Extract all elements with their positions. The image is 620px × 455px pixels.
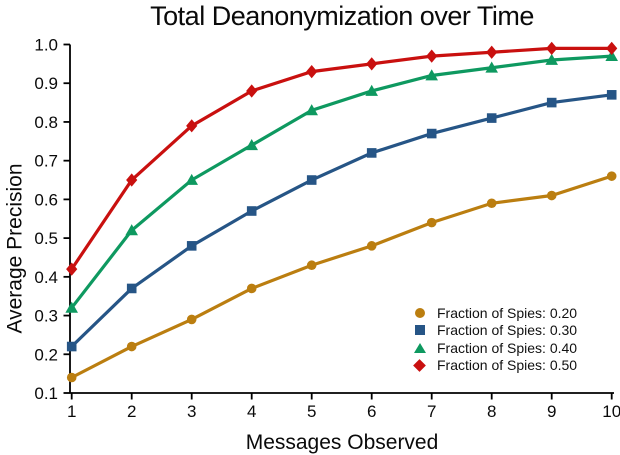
x-axis-label: Messages Observed [245, 431, 439, 454]
x-tick-label: 8 [487, 402, 496, 421]
x-tick-label: 2 [127, 402, 136, 421]
x-tick-label: 3 [187, 402, 196, 421]
y-tick-label: 0.8 [34, 113, 58, 132]
y-tick-label: 0.4 [34, 268, 58, 287]
x-tick-label: 5 [307, 402, 316, 421]
x-tick-label: 10 [602, 402, 620, 421]
y-tick-label: 0.1 [34, 384, 58, 403]
legend: Fraction of Spies: 0.20 Fraction of Spies… [409, 304, 577, 374]
series-line [70, 46, 614, 271]
legend-item: Fraction of Spies: 0.40 [409, 339, 577, 357]
legend-label: Fraction of Spies: 0.40 [437, 339, 578, 356]
legend-item: Fraction of Spies: 0.50 [409, 357, 577, 375]
legend-label: Fraction of Spies: 0.50 [437, 357, 578, 374]
legend-triangle-icon [409, 342, 430, 353]
series-line [70, 174, 614, 380]
x-tick-label: 6 [367, 402, 376, 421]
series-line [70, 54, 614, 310]
y-tick-label: 0.6 [34, 190, 58, 209]
y-tick-label: 0.5 [34, 229, 58, 248]
legend-label: Fraction of Spies: 0.30 [437, 322, 578, 339]
x-tick-label: 4 [247, 402, 256, 421]
legend-diamond-icon [409, 358, 430, 372]
x-tick-label: 7 [427, 402, 436, 421]
series-line [70, 93, 614, 349]
y-tick-label: 0.2 [34, 345, 58, 364]
axes [69, 44, 614, 394]
y-tick-label: 0.9 [34, 74, 58, 93]
x-tick-label: 9 [547, 402, 556, 421]
series-diamond [66, 41, 618, 276]
series-circle [66, 171, 617, 383]
y-tick-label: 1.0 [34, 36, 58, 55]
y-tick-label: 0.7 [34, 152, 58, 171]
series-triangle [65, 49, 618, 313]
legend-item: Fraction of Spies: 0.30 [409, 322, 577, 340]
legend-square-icon [409, 325, 430, 336]
x-tick-label: 1 [67, 402, 76, 421]
series-square [66, 90, 617, 352]
legend-label: Fraction of Spies: 0.20 [437, 304, 578, 321]
legend-circle-icon [409, 307, 430, 318]
chart-title: Total Deanonymization over Time [150, 1, 534, 31]
y-tick-label: 0.3 [34, 307, 58, 326]
legend-item: Fraction of Spies: 0.20 [409, 304, 577, 322]
